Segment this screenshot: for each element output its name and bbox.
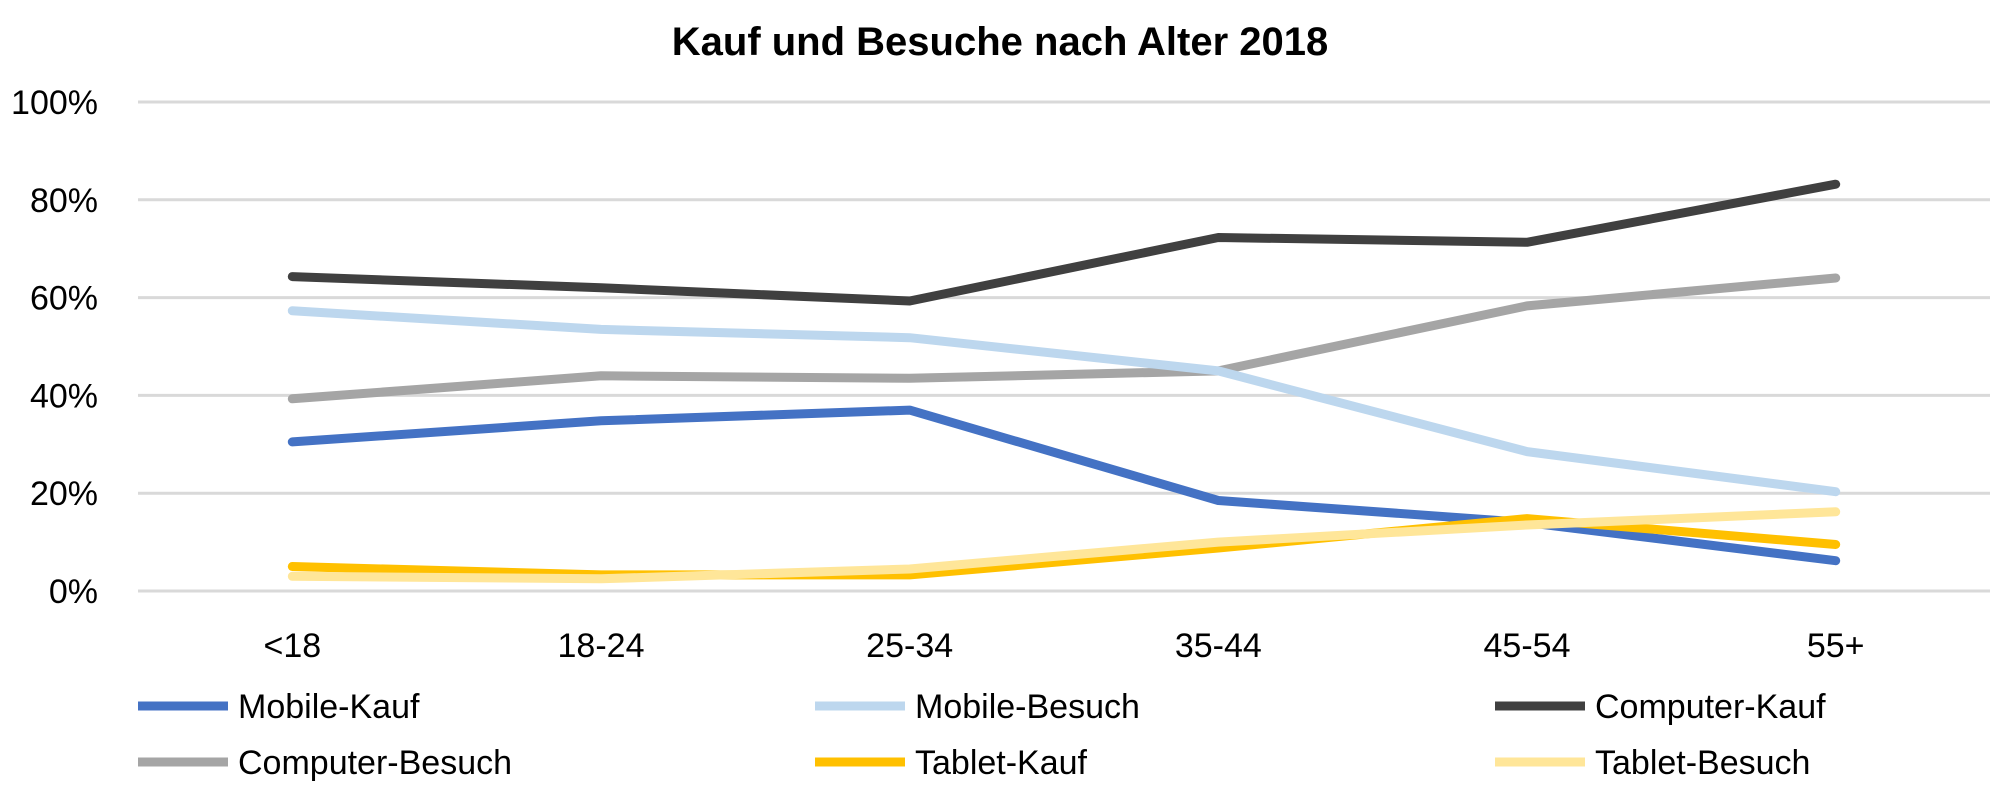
- series-line-mobile-besuch: [287, 306, 1841, 497]
- x-tick-label: 35-44: [1175, 627, 1262, 665]
- legend-label: Tablet-Kauf: [915, 744, 1088, 782]
- y-tick-label: 60%: [30, 280, 98, 318]
- x-tick-label: <18: [263, 627, 321, 665]
- legend-label: Computer-Kauf: [1595, 688, 1826, 726]
- x-axis: <18 18-24 25-34 35-44 45-54 55+: [263, 627, 1864, 665]
- x-tick-label: 55+: [1807, 627, 1865, 665]
- y-tick-label: 100%: [11, 84, 98, 122]
- legend-label: Mobile-Kauf: [238, 688, 420, 726]
- x-tick-label: 18-24: [558, 627, 645, 665]
- series-line-mobile-kauf: [287, 405, 1841, 566]
- x-tick-label: 25-34: [866, 627, 953, 665]
- y-tick-label: 80%: [30, 182, 98, 220]
- x-tick-label: 45-54: [1484, 627, 1571, 665]
- series-line-computer-kauf: [287, 179, 1841, 306]
- y-tick-label: 40%: [30, 377, 98, 415]
- y-tick-label: 0%: [49, 573, 98, 611]
- legend: Mobile-Kauf Mobile-Besuch Computer-Kauf Com…: [138, 688, 1826, 782]
- legend-label: Tablet-Besuch: [1595, 744, 1810, 782]
- legend-label: Computer-Besuch: [238, 744, 512, 782]
- series-lines: [287, 179, 1841, 584]
- y-axis: 0% 20% 40% 60% 80% 100%: [11, 84, 98, 611]
- gridlines: [138, 100, 1990, 593]
- legend-label: Mobile-Besuch: [915, 688, 1140, 726]
- chart-title: Kauf und Besuche nach Alter 2018: [672, 20, 1328, 64]
- series-line-computer-besuch: [287, 273, 1841, 404]
- y-tick-label: 20%: [30, 475, 98, 513]
- series-line-tablet-besuch: [287, 507, 1841, 584]
